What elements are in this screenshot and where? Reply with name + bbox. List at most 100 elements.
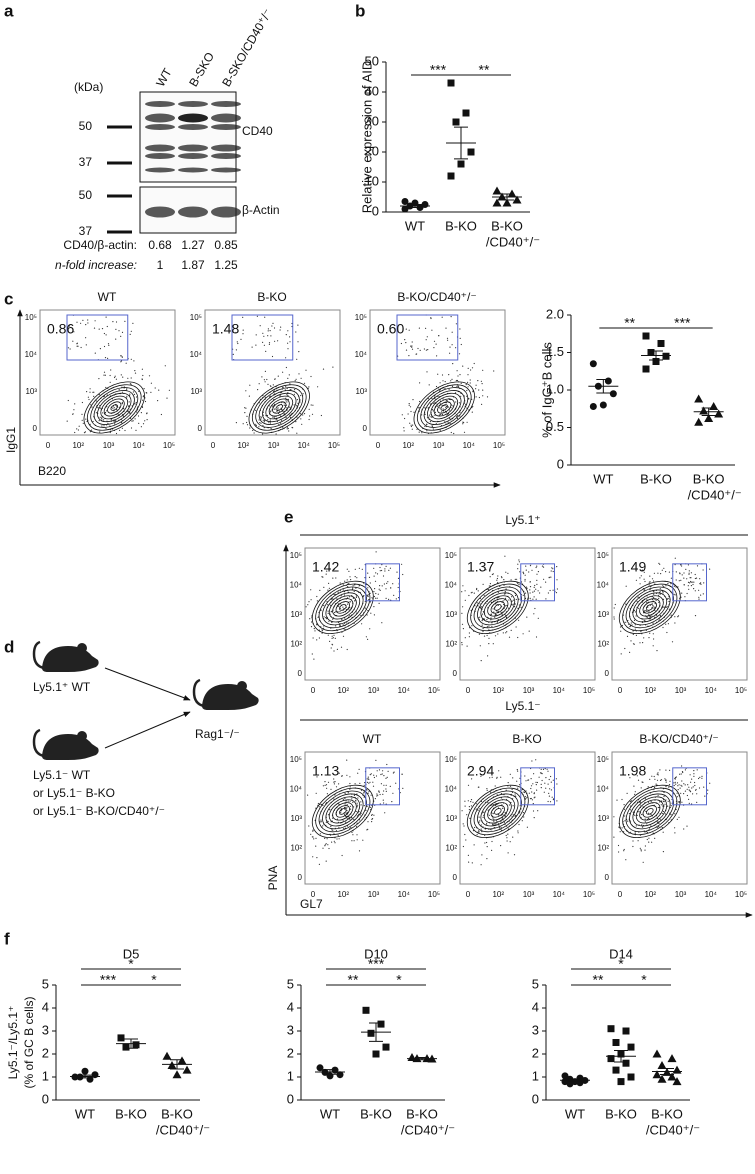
y-tick-label: 4 (42, 999, 49, 1014)
event-dot (330, 647, 332, 649)
data-point (367, 1029, 375, 1037)
event-dot (377, 794, 379, 796)
event-dot (662, 851, 665, 853)
event-dot (417, 347, 419, 350)
event-dot (445, 405, 448, 407)
event-dot (630, 622, 632, 624)
event-dot (373, 567, 375, 569)
data-point (167, 1061, 177, 1069)
event-dot (635, 634, 638, 637)
event-dot (507, 852, 509, 854)
significance-label: * (151, 972, 157, 988)
event-dot (425, 339, 427, 341)
event-dot (312, 830, 314, 832)
event-dot (624, 815, 626, 817)
event-dot (441, 404, 443, 406)
event-dot (285, 357, 287, 359)
event-dot (325, 573, 327, 575)
event-dot (550, 781, 552, 783)
event-dot (310, 404, 312, 406)
event-dot (285, 416, 287, 419)
event-dot (504, 555, 506, 557)
event-dot (664, 778, 666, 780)
event-dot (523, 791, 525, 793)
event-dot (614, 603, 616, 606)
event-dot (539, 592, 541, 594)
event-dot (360, 801, 362, 803)
event-dot (445, 327, 447, 329)
data-point (172, 1070, 182, 1079)
event-dot (467, 800, 469, 802)
event-dot (327, 589, 329, 591)
event-dot (641, 824, 643, 826)
event-dot (326, 787, 328, 789)
contour (473, 790, 522, 833)
event-dot (648, 841, 650, 843)
event-dot (260, 422, 262, 424)
event-dot (454, 392, 457, 394)
event-dot (313, 658, 315, 660)
blot-label: CD40 (242, 124, 273, 138)
event-dot (356, 793, 358, 795)
event-dot (356, 834, 358, 836)
event-dot (647, 812, 650, 814)
event-dot (302, 414, 304, 416)
event-dot (120, 374, 122, 376)
event-dot (639, 583, 641, 585)
event-dot (255, 425, 257, 427)
event-dot (670, 805, 672, 807)
event-dot (534, 607, 536, 610)
event-dot (297, 402, 299, 404)
event-dot (69, 348, 71, 350)
x-tick-label: 10³ (433, 441, 445, 450)
contour (639, 802, 661, 821)
band (178, 167, 208, 173)
data-point (362, 1006, 370, 1014)
event-dot (505, 616, 508, 618)
event-dot (383, 583, 385, 585)
event-dot (426, 371, 428, 373)
event-dot (335, 830, 338, 832)
event-dot (380, 773, 382, 776)
event-dot (542, 768, 545, 771)
event-dot (391, 801, 393, 803)
event-dot (688, 798, 690, 801)
x-tick-label: B-KO (360, 1106, 392, 1121)
event-dot (289, 336, 291, 338)
event-dot (476, 602, 478, 604)
fold-value: 1.25 (214, 258, 238, 272)
event-dot (72, 413, 74, 415)
event-dot (635, 579, 638, 581)
event-dot (351, 831, 353, 834)
event-dot (673, 782, 675, 784)
event-dot (634, 791, 636, 793)
arrow (104, 667, 191, 701)
event-dot (115, 378, 117, 380)
event-dot (316, 857, 318, 859)
error-bar (170, 1059, 184, 1070)
event-dot (533, 596, 535, 598)
event-dot (631, 624, 633, 626)
event-dot (463, 825, 465, 827)
event-dot (300, 377, 302, 379)
data-point (467, 148, 475, 156)
x-tick-label: 10³ (268, 441, 280, 450)
event-dot (662, 585, 664, 587)
event-dot (486, 846, 488, 848)
event-dot (379, 570, 381, 572)
event-dot (439, 382, 441, 384)
event-dot (464, 805, 466, 807)
contour (265, 395, 294, 420)
contour (417, 384, 472, 431)
event-dot (649, 575, 651, 577)
data-point (132, 1041, 140, 1049)
event-dot (515, 598, 517, 601)
event-dot (556, 800, 558, 802)
event-dot (127, 377, 129, 379)
event-dot (322, 804, 324, 807)
event-dot (652, 832, 654, 834)
event-dot (500, 576, 503, 578)
event-dot (658, 826, 660, 828)
flow-plot (39, 309, 176, 436)
event-dot (384, 568, 386, 570)
